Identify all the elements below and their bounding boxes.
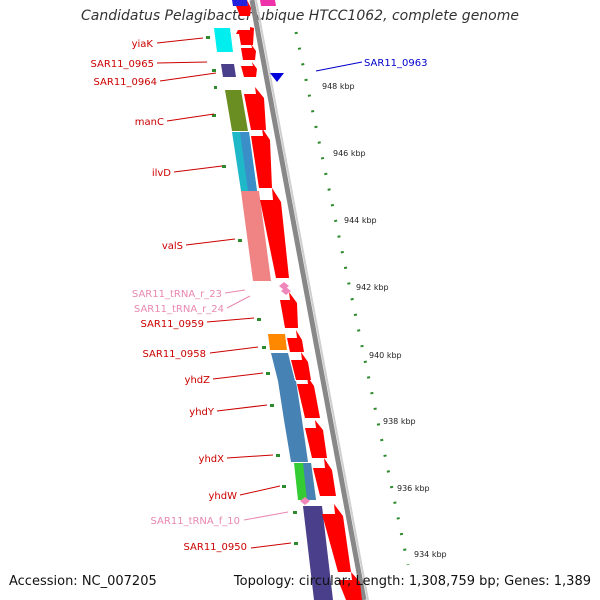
arrow-sar11-0965 — [241, 44, 256, 60]
arrow-yiaK — [236, 27, 254, 45]
gene-label[interactable]: SAR11_0965 — [91, 59, 155, 70]
gene-label[interactable]: SAR11_0958 — [143, 349, 207, 360]
arrow-top — [236, 0, 251, 16]
arrow-bottom — [338, 572, 362, 600]
sar11-0958-block — [268, 334, 287, 350]
yhdX-block — [284, 420, 308, 462]
kbp-label: 944 kbp — [344, 216, 377, 225]
kbp-tick-labels: 948 kbp 946 kbp 944 kbp 942 kbp 940 kbp … — [322, 82, 447, 559]
kbp-scale-line — [294, 31, 410, 566]
kbp-label: 934 kbp — [414, 550, 447, 559]
map-title: Candidatus Pelagibacter ubique HTCC1062,… — [80, 8, 519, 24]
genome-backbone — [249, 0, 367, 600]
valS-block — [241, 191, 271, 281]
feature-blocks — [214, 0, 333, 600]
sar11-0963-marker — [270, 73, 284, 82]
gene-label[interactable]: SAR11_tRNA_r_24 — [134, 304, 224, 315]
arrow-yhdY — [297, 376, 320, 418]
manC-block — [225, 90, 248, 131]
arrow-sar11-0958 — [287, 330, 304, 352]
gene-label[interactable]: SAR11_0964 — [94, 77, 158, 88]
yhdW-block-2 — [303, 463, 316, 500]
gene-labels-left: yiaK SAR11_0965 SAR11_0964 manC ilvD val… — [91, 39, 248, 553]
left-tick-marks — [206, 36, 298, 545]
gene-label[interactable]: yhdY — [189, 407, 215, 418]
genome-backbone-highlight — [255, 0, 369, 600]
sar11-0964-block — [221, 64, 236, 77]
kbp-label: 948 kbp — [322, 82, 355, 91]
gene-label[interactable]: valS — [162, 241, 183, 252]
arrow-sar11-0964 — [241, 62, 257, 77]
gene-label[interactable]: yhdW — [209, 491, 238, 502]
yhdZ-block — [271, 353, 295, 381]
arrow-yhdZ — [291, 352, 311, 380]
yiaK-block — [214, 28, 233, 52]
gene-label[interactable]: ilvD — [152, 168, 171, 179]
arrow-sar11-0959 — [280, 292, 298, 328]
arrow-yhdW — [313, 458, 336, 496]
trna-f-10-marker — [300, 497, 310, 505]
trna-r-24-marker — [281, 287, 291, 295]
cds-arrows — [236, 0, 362, 600]
kbp-label: 940 kbp — [369, 351, 402, 360]
topology-text: Topology: circular; Length: 1,308,759 bp… — [233, 574, 591, 589]
trna-leaders — [224, 289, 289, 521]
arrow-manC — [244, 87, 266, 130]
gene-label[interactable]: SAR11_tRNA_f_10 — [151, 516, 240, 527]
gene-label[interactable]: manC — [135, 117, 164, 128]
ilvD-block-2 — [240, 132, 257, 191]
gene-label[interactable]: yhdX — [199, 454, 225, 465]
arrow-yhdX — [305, 420, 327, 458]
label-leaders — [156, 37, 292, 549]
gene-label[interactable]: SAR11_0959 — [141, 319, 205, 330]
top-magenta-block — [260, 0, 276, 6]
kbp-label: 946 kbp — [333, 149, 366, 158]
kbp-label: 942 kbp — [356, 283, 389, 292]
trna-markers — [279, 282, 310, 505]
gene-label-right[interactable]: SAR11_0963 — [364, 58, 428, 69]
gene-label[interactable]: yiaK — [132, 39, 154, 50]
kbp-label: 936 kbp — [397, 484, 430, 493]
sar11-0963-leader — [315, 61, 363, 72]
top-blue-block — [232, 0, 248, 6]
kbp-label: 938 kbp — [383, 417, 416, 426]
sar11-0950-block — [303, 506, 333, 600]
arrow-valS — [260, 188, 289, 278]
arrow-ilvD — [251, 128, 272, 188]
gene-label[interactable]: SAR11_0950 — [184, 542, 248, 553]
gene-label[interactable]: yhdZ — [185, 375, 211, 386]
arrow-sar11-0950 — [322, 504, 351, 572]
gene-label[interactable]: SAR11_tRNA_r_23 — [132, 289, 222, 300]
accession-text: Accession: NC_007205 — [9, 574, 157, 589]
yhdY-block — [278, 381, 302, 420]
